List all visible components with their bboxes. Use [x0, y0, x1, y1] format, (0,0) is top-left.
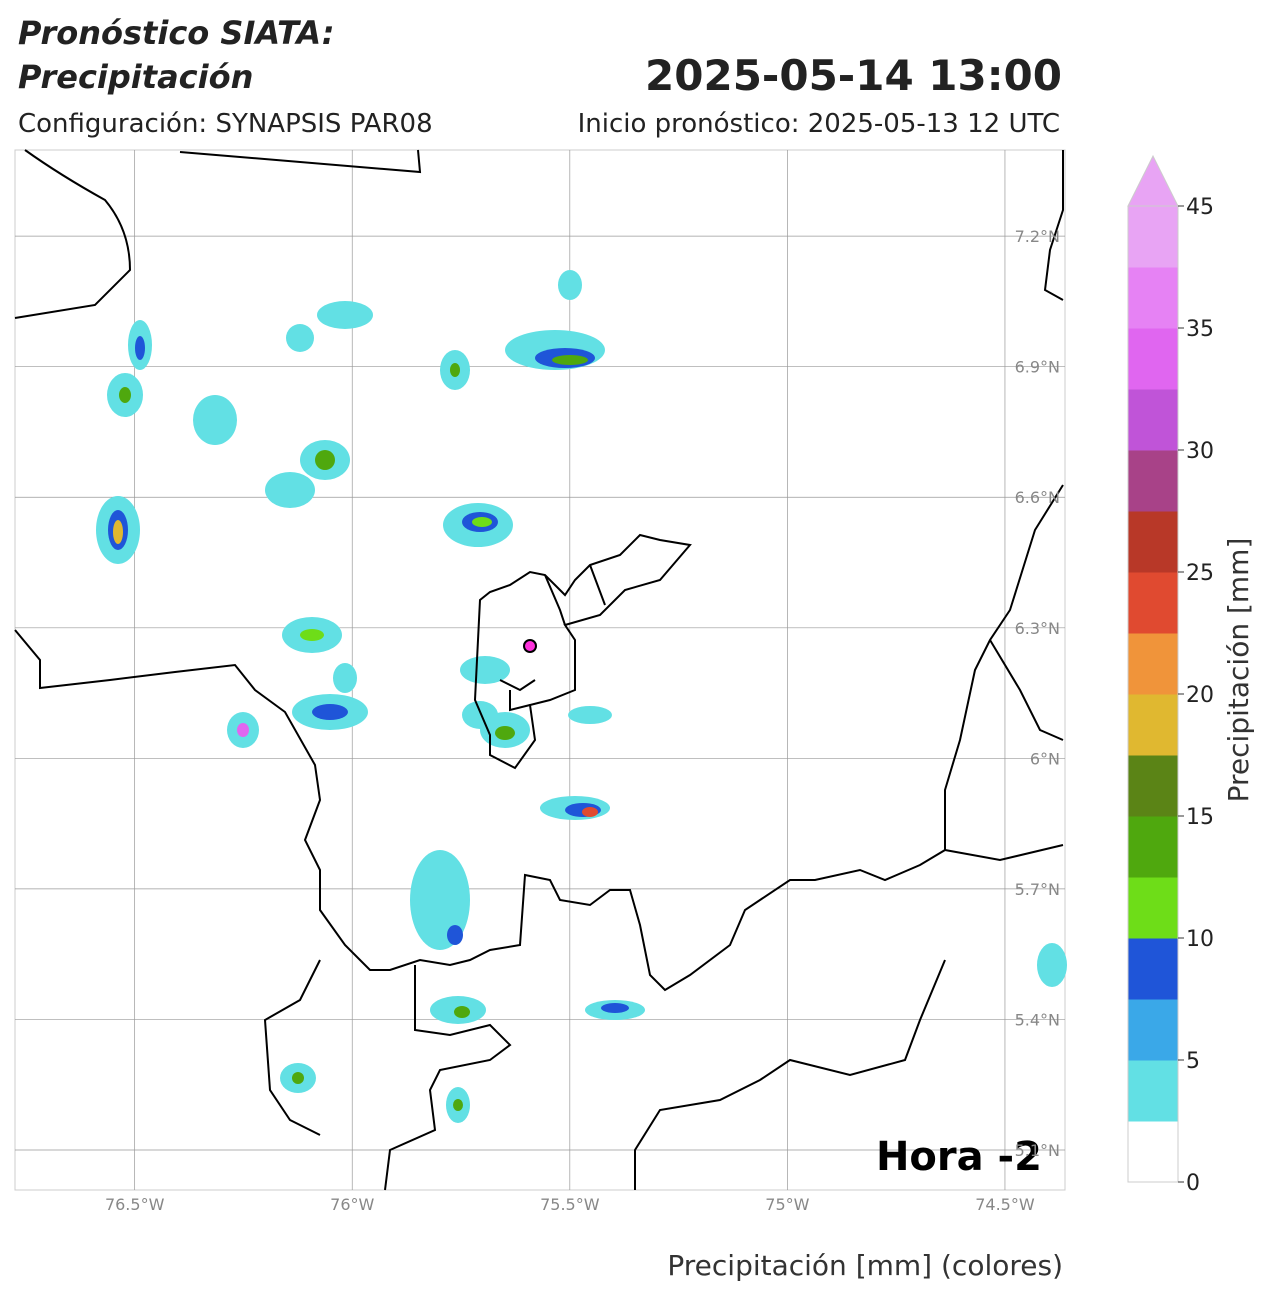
- colorbar-segment: [1128, 633, 1178, 695]
- title: Precipitación: [18, 58, 253, 96]
- colorbar-segment: [1128, 206, 1178, 268]
- colorbar-tick-label: 10: [1186, 927, 1214, 952]
- init-time: Inicio pronóstico: 2025-05-13 12 UTC: [578, 109, 1060, 139]
- colorbar-segment: [1128, 267, 1178, 329]
- x-label: Precipitación [mm] (colores): [667, 1249, 1063, 1282]
- x-tick-label: 76°W: [330, 1195, 374, 1214]
- y-tick-label: 6.3°N: [1015, 619, 1060, 638]
- colorbar-tick-label: 25: [1186, 561, 1214, 586]
- y-tick-label: 6°N: [1030, 749, 1060, 768]
- colorbar: 0 5 10 15 20 25 30 35 45: [1127, 154, 1214, 1196]
- grid: [15, 150, 1065, 1190]
- colorbar-segment: [1128, 999, 1178, 1061]
- colorbar-tick-label: 0: [1186, 1171, 1200, 1196]
- colorbar-tick-label: 15: [1186, 805, 1214, 830]
- y-tick-label: 5.1°N: [1015, 1141, 1060, 1160]
- valid-time: 2025-05-14 13:00: [645, 51, 1062, 100]
- colorbar-segment: [1128, 1121, 1178, 1183]
- y-tick-label: 7.2°N: [1015, 227, 1060, 246]
- x-tick-label: 76.5°W: [105, 1195, 165, 1214]
- colorbar-tick-label: 20: [1186, 683, 1214, 708]
- y-tick-label: 5.7°N: [1015, 880, 1060, 899]
- boundaries: [14, 149, 1064, 1191]
- location-marker: [523, 639, 537, 653]
- colorbar-segment: [1128, 816, 1178, 878]
- colorbar-tick-label: 45: [1186, 195, 1214, 220]
- lead-label: Hora -2: [876, 1134, 1042, 1180]
- colorbar-extend: [1127, 154, 1179, 207]
- colorbar-segment: [1128, 328, 1178, 390]
- title: Pronóstico SIATA:: [18, 14, 335, 52]
- colorbar-segment: [1128, 755, 1178, 817]
- x-tick-label: 74.5°W: [975, 1195, 1035, 1214]
- colorbar-tick-label: 30: [1186, 439, 1214, 464]
- y-tick-label: 5.4°N: [1015, 1010, 1060, 1029]
- colorbar-segment: [1128, 877, 1178, 939]
- map-frame: [14, 149, 1066, 1191]
- colorbar-segment: [1128, 694, 1178, 756]
- colorbar-segment: [1128, 572, 1178, 634]
- colorbar-segment: [1128, 389, 1178, 451]
- config: Configuración: SYNAPSIS PAR08: [18, 109, 433, 139]
- x-tick-label: 75°W: [765, 1195, 809, 1214]
- colorbar-segment: [1128, 511, 1178, 573]
- map: Hora -2: [14, 149, 1067, 1191]
- colorbar-label: Precipitación [mm]: [1222, 538, 1255, 803]
- colorbar-segment: [1128, 1060, 1178, 1122]
- colorbar-segment: [1128, 450, 1178, 512]
- colorbar-tick-label: 35: [1186, 317, 1214, 342]
- colorbar-tick-label: 5: [1186, 1049, 1200, 1074]
- y-tick-label: 6.9°N: [1015, 358, 1060, 377]
- x-tick-label: 75.5°W: [540, 1195, 600, 1214]
- colorbar-segment: [1128, 938, 1178, 1000]
- precipitation: [96, 270, 1067, 1123]
- y-tick-label: 6.6°N: [1015, 488, 1060, 507]
